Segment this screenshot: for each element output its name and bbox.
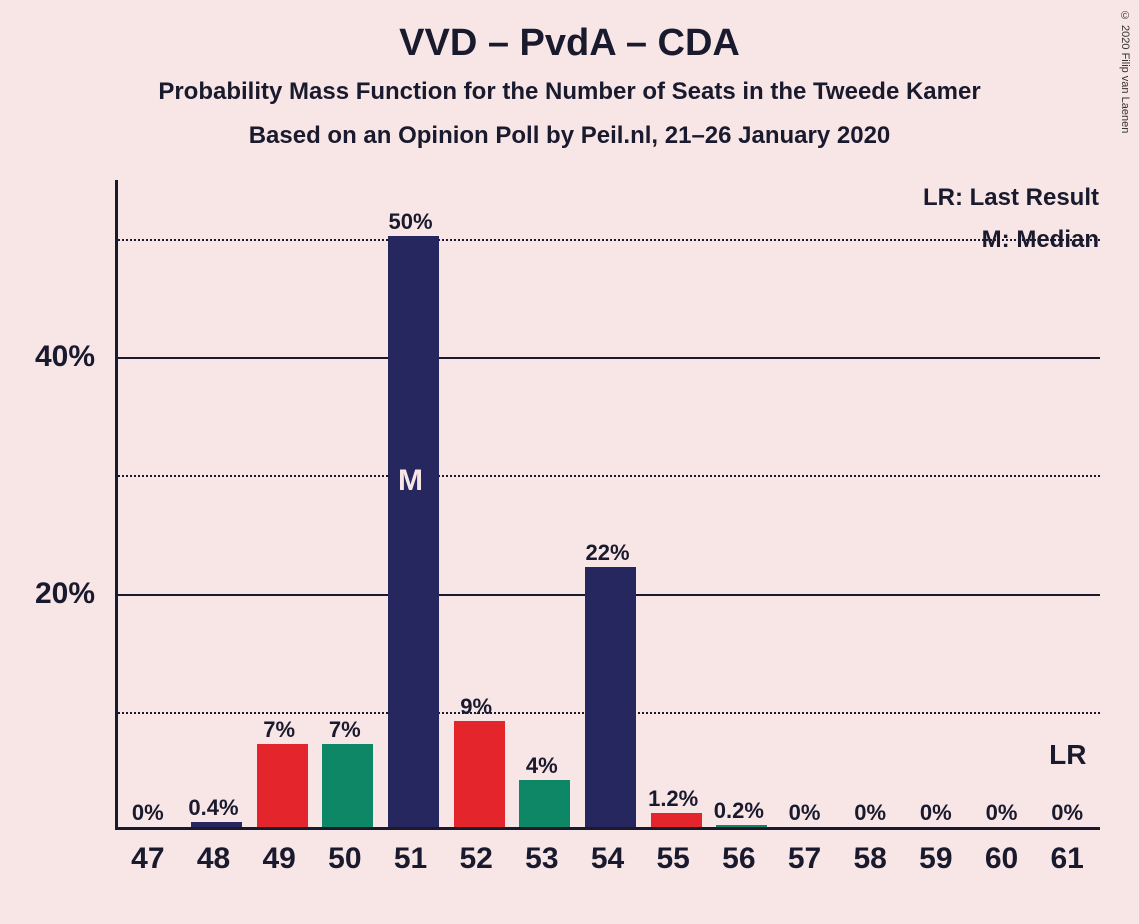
bar-value-label: 1.2% <box>648 786 698 812</box>
bar <box>191 822 242 827</box>
gridline <box>118 475 1100 477</box>
x-tick-label: 60 <box>985 842 1018 876</box>
bar <box>651 813 702 827</box>
bar-value-label: 0.2% <box>714 798 764 824</box>
gridline <box>118 357 1100 359</box>
bar <box>519 780 570 827</box>
x-tick-label: 47 <box>131 842 164 876</box>
bar <box>716 825 767 827</box>
chart-subtitle-1: Probability Mass Function for the Number… <box>0 78 1139 106</box>
x-tick-label: 50 <box>328 842 361 876</box>
x-tick-label: 48 <box>197 842 230 876</box>
bar-value-label: 7% <box>263 717 295 743</box>
gridline <box>118 239 1100 241</box>
median-marker: M <box>398 464 423 498</box>
chart-title: VVD – PvdA – CDA <box>0 22 1139 65</box>
bar <box>257 744 308 827</box>
bar <box>322 744 373 827</box>
bar-value-label: 0% <box>854 800 886 826</box>
x-tick-label: 49 <box>262 842 295 876</box>
x-tick-label: 51 <box>394 842 427 876</box>
bar <box>454 721 505 827</box>
bar <box>585 567 636 827</box>
copyright-text: © 2020 Filip van Laenen <box>1119 10 1131 133</box>
x-tick-label: 61 <box>1050 842 1083 876</box>
x-tick-label: 54 <box>591 842 624 876</box>
x-tick-label: 53 <box>525 842 558 876</box>
x-tick-label: 57 <box>788 842 821 876</box>
y-tick-label: 20% <box>0 577 95 611</box>
x-tick-label: 59 <box>919 842 952 876</box>
bar <box>388 236 439 827</box>
bar-value-label: 0% <box>920 800 952 826</box>
y-tick-label: 40% <box>0 340 95 374</box>
pmf-chart: VVD – PvdA – CDA Probability Mass Functi… <box>0 0 1139 924</box>
legend-last-result: LR: Last Result <box>923 184 1099 212</box>
bar-value-label: 50% <box>388 209 432 235</box>
bar-value-label: 4% <box>526 753 558 779</box>
bar-value-label: 0% <box>1051 800 1083 826</box>
last-result-indicator: LR <box>1049 739 1086 771</box>
x-tick-label: 52 <box>459 842 492 876</box>
bar-value-label: 22% <box>585 540 629 566</box>
x-tick-label: 58 <box>853 842 886 876</box>
bar-value-label: 0% <box>132 800 164 826</box>
legend-median: M: Median <box>982 226 1099 254</box>
bar-value-label: 9% <box>460 694 492 720</box>
bar-value-label: 7% <box>329 717 361 743</box>
bar-value-label: 0% <box>986 800 1018 826</box>
x-tick-label: 56 <box>722 842 755 876</box>
x-tick-label: 55 <box>656 842 689 876</box>
bar-value-label: 0.4% <box>188 795 238 821</box>
bar-value-label: 0% <box>789 800 821 826</box>
chart-subtitle-2: Based on an Opinion Poll by Peil.nl, 21–… <box>0 122 1139 150</box>
